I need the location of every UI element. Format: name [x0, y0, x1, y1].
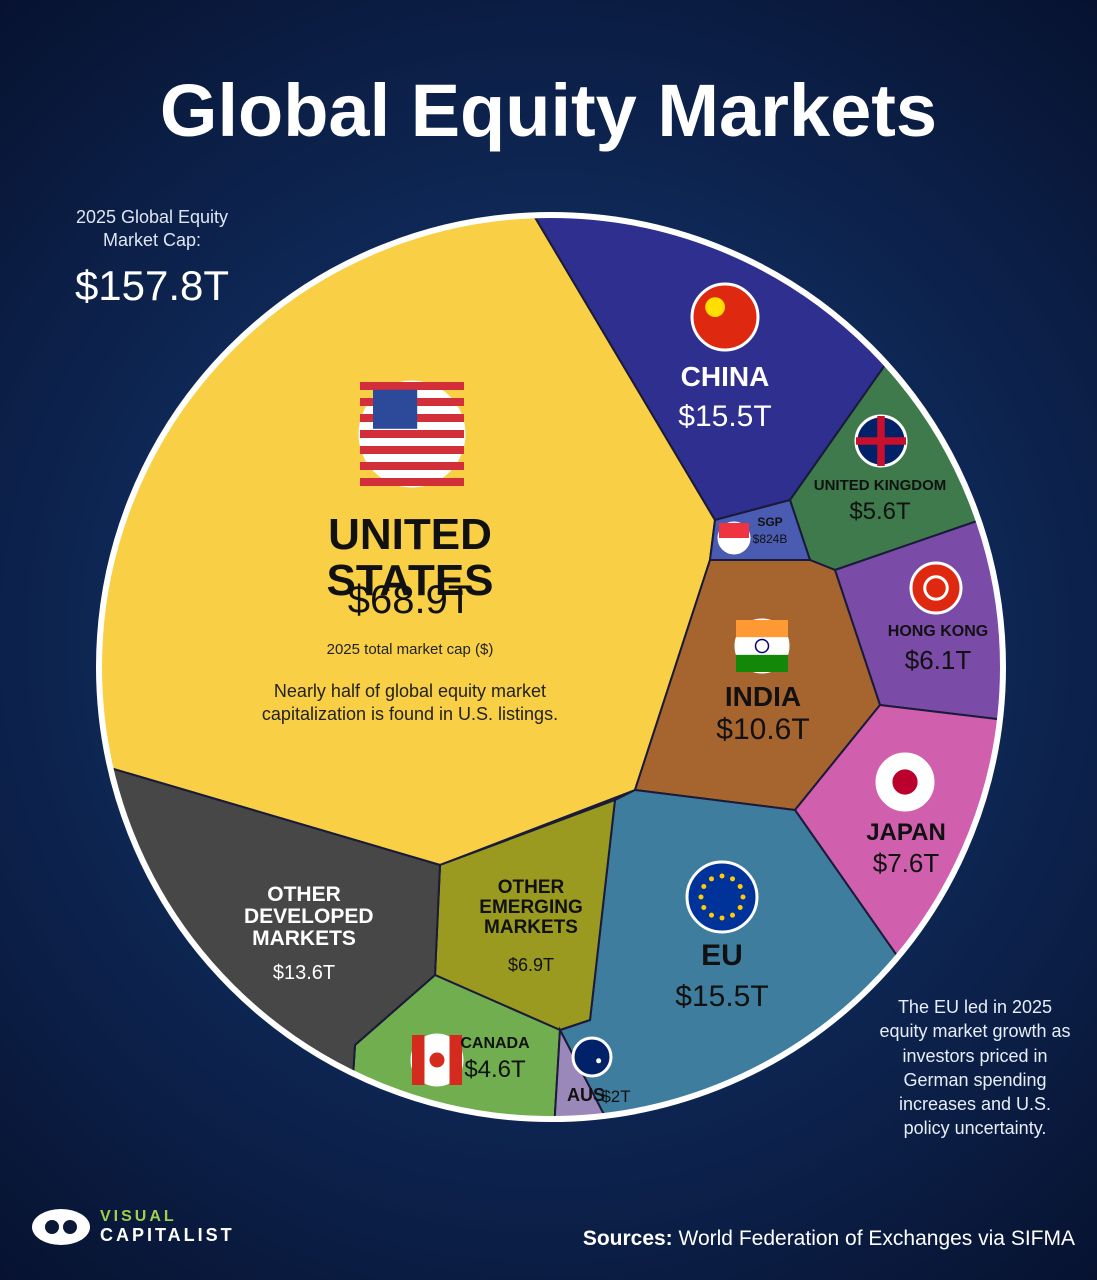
value-label: $5.6T — [849, 498, 911, 525]
flag-star — [737, 884, 743, 889]
source-label: Sources: — [582, 1227, 673, 1250]
cell-label: CANADA — [460, 1035, 530, 1052]
source: Sources: World Federation of Exchanges v… — [583, 1227, 1075, 1251]
value-label: $6.9T — [507, 955, 555, 975]
flag — [875, 752, 935, 812]
brand-bottom: CAPITALIST — [100, 1224, 235, 1245]
flag — [854, 414, 908, 468]
value-label: $4.6T — [464, 1056, 526, 1083]
flag-stripe — [360, 462, 464, 470]
value-label: $15.5T — [675, 980, 769, 1013]
cell-label: AUS — [566, 1085, 606, 1105]
flag — [410, 1033, 464, 1087]
flag-emblem — [705, 297, 725, 317]
total: $157.8T — [74, 262, 230, 309]
flag-stripe — [360, 446, 464, 454]
cell-label: EU — [701, 939, 743, 972]
flag-star — [730, 912, 735, 918]
flag — [909, 561, 963, 615]
flag-stripe — [360, 478, 464, 486]
flag-disc — [685, 860, 759, 934]
source-text: World Federation of Exchanges via SIFMA — [678, 1227, 1075, 1250]
flag-disc — [909, 561, 963, 615]
flag-band — [412, 1035, 425, 1085]
brand-top: VISUAL — [100, 1208, 177, 1226]
flag-cross — [877, 416, 885, 466]
flag-star — [701, 884, 707, 889]
subtitle: 2025 Global Equity Market Cap: — [75, 207, 229, 251]
flag-star — [730, 876, 735, 882]
flag-band — [719, 523, 749, 538]
flag — [717, 521, 751, 555]
cell-label: UNITED KINGDOM — [813, 477, 947, 494]
value-label: $7.6T — [872, 848, 940, 878]
cell-label: OTHER EMERGING MARKETS — [479, 877, 583, 938]
flag-star — [740, 894, 746, 900]
flag-star — [698, 894, 704, 900]
flag-emblem — [923, 575, 949, 601]
flag-wheel — [754, 638, 770, 654]
flag-star — [737, 905, 743, 910]
us-annotation: Nearly half of global equity market capi… — [261, 681, 559, 725]
cell-label: UNITED STATES — [326, 510, 494, 606]
value-label: $13.6T — [272, 962, 336, 984]
cell-label: CHINA — [680, 361, 770, 392]
logo-icon — [32, 1209, 90, 1245]
flag-star — [719, 873, 725, 879]
flag-band — [736, 620, 788, 638]
flag-sun — [892, 769, 918, 795]
cell-label: JAPAN — [866, 819, 946, 846]
flag — [734, 618, 790, 674]
value-label: $2T — [601, 1087, 631, 1106]
chart-title: Global Equity Markets — [159, 69, 938, 152]
flag — [358, 380, 466, 488]
circle-border — [96, 212, 1006, 1122]
flag-stripe — [360, 382, 464, 390]
logo: VISUAL CAPITALIST — [30, 1205, 235, 1249]
flag-star — [709, 912, 714, 918]
cell — [543, 1026, 692, 1119]
flag-band — [736, 654, 788, 672]
flag-band — [449, 1035, 462, 1085]
cell-label: INDIA — [724, 681, 802, 712]
flag-stripe — [360, 430, 464, 438]
flag-disc — [571, 1036, 613, 1078]
flag-canton — [373, 389, 418, 429]
flag — [690, 282, 760, 352]
value-label: $6.1T — [904, 645, 972, 675]
value-label: $68.9T — [347, 578, 473, 622]
flag — [685, 860, 759, 934]
flag-disc — [690, 282, 760, 352]
eu-annotation: The EU led in 2025 equity market growth … — [879, 997, 1071, 1139]
flag — [571, 1036, 613, 1078]
value-label: $824B — [752, 532, 788, 546]
flag-star — [719, 915, 725, 921]
value-label: $15.5T — [678, 400, 772, 433]
cell-label: HONG KONG — [887, 623, 989, 640]
flag-leaf — [429, 1052, 445, 1068]
flag-star — [709, 876, 714, 882]
us-caption: 2025 total market cap ($) — [326, 641, 494, 658]
cell-label: OTHER DEVELOPED MARKETS — [244, 883, 374, 951]
value-label: $10.6T — [716, 713, 810, 746]
flag-star — [701, 905, 707, 910]
cell-label: SGP — [757, 515, 783, 529]
flag-star — [596, 1058, 602, 1064]
